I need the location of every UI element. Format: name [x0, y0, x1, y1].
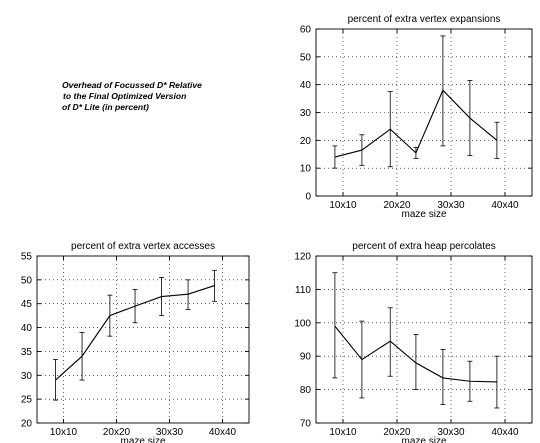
caption-line-3: of D* Lite (in percent): [62, 102, 149, 112]
y-tick-label: 70: [300, 419, 312, 430]
x-tick-label: 30x30: [437, 427, 465, 438]
y-tick-label: 20: [21, 419, 33, 430]
y-tick-label: 55: [21, 252, 33, 263]
chart-title: percent of extra heap percolates: [352, 241, 495, 252]
y-tick-label: 40: [21, 323, 33, 334]
x-tick-label: 20x20: [383, 200, 411, 211]
y-tick-label: 90: [300, 352, 312, 363]
chart-percolates: 70 80 90 100 110 120 10x10 20x20 30x30 40x40 perce…: [294, 241, 533, 443]
series-line: [334, 89, 498, 158]
x-tick-label: 40x40: [209, 427, 237, 438]
y-tick-label: 20: [300, 136, 312, 147]
chart-title: percent of extra vertex expansions: [348, 14, 501, 25]
y-tick-label: 100: [294, 318, 311, 329]
y-tick-label: 35: [21, 347, 33, 358]
x-tick-label: 20x20: [103, 427, 131, 438]
series-line: [55, 285, 215, 381]
y-tick-label: 110: [295, 285, 311, 296]
x-axis-label: maze size: [401, 209, 446, 220]
x-axis-label: maze size: [401, 436, 446, 443]
y-tick-label: 10: [300, 164, 312, 175]
plot-frame: [315, 255, 533, 424]
x-tick-label: 10x10: [50, 427, 78, 438]
y-tick-label: 120: [294, 252, 311, 263]
x-tick-label: 30x30: [156, 427, 184, 438]
y-tick-label: 80: [300, 385, 312, 396]
chart-expansions: 0 10 20 30 40 50 60 10x10 20x20 30x30 40x40 percent…: [300, 14, 533, 220]
x-tick-label: 20x20: [383, 427, 411, 438]
x-tick-label: 30x30: [437, 200, 465, 211]
y-tick-label: 60: [300, 25, 312, 36]
figure-caption: Overhead of Focussed D* Relative to the …: [62, 80, 272, 113]
y-tick-label: 50: [300, 52, 312, 63]
x-tick-label: 40x40: [491, 427, 519, 438]
y-tick-label: 30: [21, 371, 33, 382]
caption-line-2: to the Final Optimized Version: [63, 91, 187, 101]
x-axis-label: maze size: [120, 436, 165, 443]
x-tick-label: 10x10: [329, 427, 357, 438]
y-tick-label: 30: [300, 108, 312, 119]
series-line: [334, 325, 497, 383]
caption-line-1: Overhead of Focussed D* Relative: [62, 80, 202, 90]
y-tick-label: 40: [300, 80, 312, 91]
x-tick-label: 40x40: [491, 200, 519, 211]
plot-frame: [36, 255, 250, 424]
y-tick-label: 0: [305, 192, 311, 203]
chart-accesses: 20 25 30 35 40 45 50 55 10x10 20x20 30x30 40x40 perc…: [21, 241, 250, 443]
y-tick-label: 50: [21, 275, 33, 286]
y-tick-label: 45: [21, 299, 33, 310]
chart-title: percent of extra vertex accesses: [71, 241, 215, 252]
y-tick-label: 25: [21, 395, 33, 406]
x-tick-label: 10x10: [329, 200, 357, 211]
